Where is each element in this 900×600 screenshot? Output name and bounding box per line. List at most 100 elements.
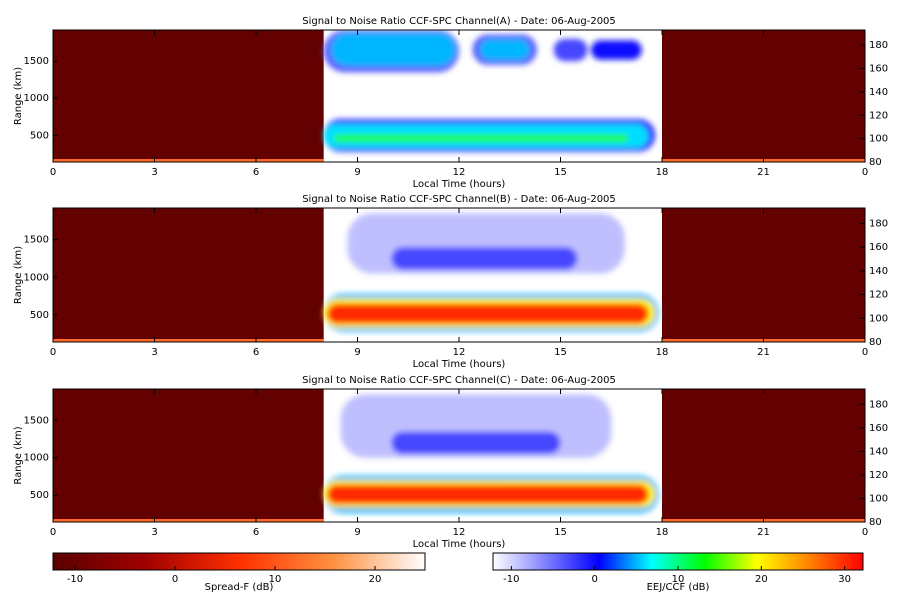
colorbar-tick-label: 30 bbox=[838, 574, 851, 585]
x-tick-label: 21 bbox=[757, 527, 770, 538]
y-tick-label: 1500 bbox=[24, 56, 49, 67]
x-tick-label: 3 bbox=[151, 167, 157, 178]
echo bbox=[590, 40, 642, 60]
y2-tick-label: 120 bbox=[869, 110, 888, 121]
echo bbox=[333, 134, 629, 142]
x-tick-label: 3 bbox=[151, 347, 157, 358]
y2-tick-label: 80 bbox=[869, 157, 882, 168]
spread-f-cell bbox=[53, 159, 324, 162]
y2-tick-label: 160 bbox=[869, 64, 888, 75]
spread-f-cell bbox=[53, 338, 324, 342]
y2-tick-label: 180 bbox=[869, 218, 888, 229]
echo bbox=[479, 38, 531, 61]
echo-layer bbox=[323, 394, 659, 514]
spread-f-cell bbox=[662, 30, 865, 162]
x-tick-label: 6 bbox=[253, 167, 259, 178]
y2-tick-label: 180 bbox=[869, 399, 888, 410]
y2-tick-label: 160 bbox=[869, 242, 888, 253]
y2-tick-label: 100 bbox=[869, 134, 888, 145]
y2-tick-label: 100 bbox=[869, 313, 888, 324]
x-tick-label: 9 bbox=[354, 167, 360, 178]
y-tick-label: 500 bbox=[30, 310, 49, 321]
x-tick-label: 18 bbox=[656, 167, 669, 178]
echo-layer bbox=[323, 30, 656, 152]
x-tick-label: 15 bbox=[554, 167, 567, 178]
echo bbox=[553, 38, 588, 62]
spread-f-cell bbox=[53, 208, 324, 342]
plot-area bbox=[53, 208, 865, 342]
x-tick-label: 18 bbox=[656, 527, 669, 538]
colorbar-tick-label: 10 bbox=[269, 574, 282, 585]
x-tick-label: 18 bbox=[656, 347, 669, 358]
colorbar-tick-label: 10 bbox=[672, 574, 685, 585]
y2-tick-label: 80 bbox=[869, 337, 882, 348]
y2-tick-label: 140 bbox=[869, 446, 888, 457]
x-tick-label: 0 bbox=[862, 347, 868, 358]
y-tick-label: 1500 bbox=[24, 235, 49, 246]
panel-title: Signal to Noise Ratio CCF-SPC Channel(A)… bbox=[302, 16, 616, 27]
spread-f-cell bbox=[662, 389, 865, 522]
y-axis-label: Range (km) bbox=[13, 426, 24, 484]
colorbar-tick-label: 0 bbox=[591, 574, 597, 585]
colorbar-label: Spread-F (dB) bbox=[205, 582, 274, 593]
x-tick-label: 15 bbox=[554, 527, 567, 538]
x-tick-label: 21 bbox=[757, 167, 770, 178]
plot-area bbox=[53, 30, 865, 162]
spread-f-cell bbox=[662, 208, 865, 342]
echo bbox=[391, 431, 561, 455]
x-tick-label: 6 bbox=[253, 347, 259, 358]
x-axis-label: Local Time (hours) bbox=[413, 539, 506, 550]
panel-title: Signal to Noise Ratio CCF-SPC Channel(B)… bbox=[302, 194, 616, 205]
x-tick-label: 0 bbox=[50, 167, 56, 178]
y-tick-label: 1000 bbox=[24, 272, 49, 283]
x-axis-label: Local Time (hours) bbox=[413, 179, 506, 190]
x-tick-label: 6 bbox=[253, 527, 259, 538]
y2-tick-label: 80 bbox=[869, 517, 882, 528]
y2-tick-label: 100 bbox=[869, 493, 888, 504]
y2-tick-label: 120 bbox=[869, 470, 888, 481]
echo bbox=[327, 484, 649, 505]
colorbar-tick-label: 20 bbox=[369, 574, 382, 585]
x-tick-label: 12 bbox=[453, 167, 466, 178]
panel-title: Signal to Noise Ratio CCF-SPC Channel(C)… bbox=[302, 375, 616, 386]
plot-area bbox=[53, 389, 865, 522]
y2-tick-label: 140 bbox=[869, 87, 888, 98]
x-tick-label: 0 bbox=[862, 527, 868, 538]
x-axis-label: Local Time (hours) bbox=[413, 359, 506, 370]
x-tick-label: 9 bbox=[354, 527, 360, 538]
y2-tick-label: 160 bbox=[869, 423, 888, 434]
y2-tick-label: 120 bbox=[869, 290, 888, 301]
colorbar-tick-label: -10 bbox=[67, 574, 83, 585]
echo-layer bbox=[323, 213, 659, 332]
x-tick-label: 0 bbox=[50, 527, 56, 538]
y-tick-label: 1000 bbox=[24, 453, 49, 464]
echo bbox=[327, 303, 649, 324]
y-tick-label: 1500 bbox=[24, 415, 49, 426]
colorbar-tick-label: 20 bbox=[755, 574, 768, 585]
spread-f-cell bbox=[53, 519, 324, 522]
x-tick-label: 12 bbox=[453, 527, 466, 538]
x-tick-label: 12 bbox=[453, 347, 466, 358]
colorbar bbox=[52, 552, 426, 571]
x-tick-label: 9 bbox=[354, 347, 360, 358]
y2-tick-label: 180 bbox=[869, 40, 888, 51]
x-tick-label: 21 bbox=[757, 347, 770, 358]
colorbar-tick-label: -10 bbox=[503, 574, 519, 585]
colorbar-tick-label: 0 bbox=[172, 574, 178, 585]
x-tick-label: 0 bbox=[50, 347, 56, 358]
colorbar-label: EEJ/CCF (dB) bbox=[647, 582, 710, 593]
y-tick-label: 1000 bbox=[24, 93, 49, 104]
echo bbox=[330, 32, 456, 67]
y-tick-label: 500 bbox=[30, 490, 49, 501]
x-tick-label: 0 bbox=[862, 167, 868, 178]
spread-f-cell bbox=[53, 30, 324, 162]
x-tick-label: 3 bbox=[151, 527, 157, 538]
x-tick-label: 15 bbox=[554, 347, 567, 358]
y2-tick-label: 140 bbox=[869, 266, 888, 277]
y-axis-label: Range (km) bbox=[13, 67, 24, 125]
spread-f-cell bbox=[53, 389, 324, 522]
y-tick-label: 500 bbox=[30, 130, 49, 141]
echo bbox=[391, 247, 578, 270]
y-axis-label: Range (km) bbox=[13, 246, 24, 304]
